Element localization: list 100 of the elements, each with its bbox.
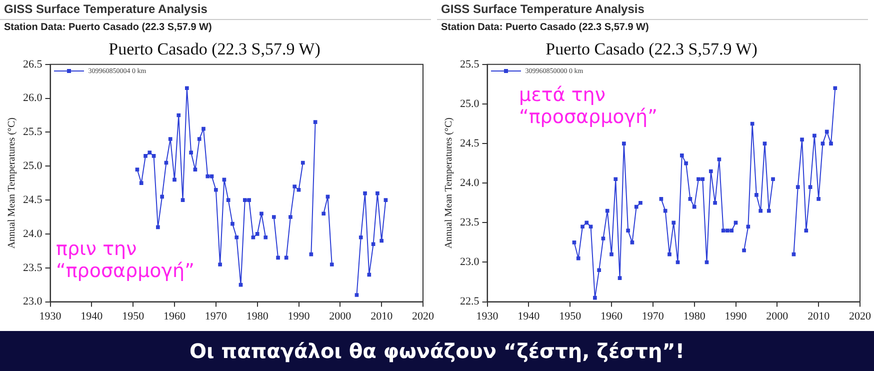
annotation: μετά την “προσαρμογή” [519,84,658,128]
point [812,134,816,138]
point [255,232,260,236]
point [630,240,634,244]
point [139,181,144,186]
point [152,154,156,158]
point [742,248,746,252]
x-tick-label: 1930 [39,310,62,322]
point [242,198,247,202]
point [829,142,833,146]
point [808,185,812,189]
point [688,197,692,201]
point [597,268,601,272]
point [313,120,318,124]
x-tick-label: 1990 [724,310,748,322]
point [380,238,384,243]
point [264,235,268,240]
x-tick-label: 1940 [518,310,540,322]
point [148,150,152,154]
point [172,178,176,182]
x-tick-label: 1960 [164,310,186,322]
x-tick-label: 2020 [412,310,434,322]
x-tick-label: 1990 [288,310,310,322]
point [180,198,185,202]
point [692,204,696,209]
x-tick-label: 1980 [683,310,706,322]
point [800,138,804,142]
y-tick-label: 26.5 [23,58,43,70]
point [824,130,829,134]
point [260,212,264,216]
y-tick-label: 24.5 [460,137,480,150]
point [618,276,622,280]
chart-subtitle: Station Data: Puerto Casado (22.3 S,57.9 W) [4,22,212,33]
y-axis-title: Annual Mean Temperatures (°C) [6,118,18,249]
point [135,168,140,172]
point [614,177,618,182]
x-tick-label: 1970 [204,310,228,322]
x-tick-label: 1950 [559,310,582,322]
point [363,191,367,196]
point [680,153,684,158]
point [193,168,198,172]
y-tick-label: 23.5 [460,216,480,229]
point [746,224,750,229]
point [371,242,376,246]
point [276,256,280,260]
x-tick-label: 2020 [849,310,872,322]
point [584,220,589,225]
x-tick-label: 1960 [600,310,623,322]
point [754,193,758,197]
point [206,174,210,178]
annotation: πριν την “προσαρμογή” [56,238,196,282]
point [214,188,218,192]
point [804,228,808,232]
point [593,296,597,300]
y-tick-label: 24.0 [23,228,43,240]
point [234,235,239,240]
point [659,197,664,201]
point [833,86,838,90]
text: GISS Surface Temperature Analysis [4,2,208,16]
y-tick-label: 24.5 [23,194,43,206]
point [226,198,230,202]
text: GISS Surface Temperature Analysis [441,2,644,16]
point [367,272,372,277]
point [588,224,593,229]
y-tick-label: 25.0 [460,98,480,110]
point [766,208,771,213]
point [605,208,610,213]
x-tick-label: 2000 [329,310,352,322]
chart-subtitle: Station Data: Puerto Casado (22.3 S,57.9 W) [441,22,649,33]
point [300,160,305,165]
point [322,212,326,216]
point [251,235,256,240]
point [622,142,626,146]
x-tick-label: 1970 [642,310,664,322]
point [684,161,688,166]
point [726,228,730,232]
point [796,185,800,189]
point [358,235,363,240]
point [572,240,576,244]
point [288,215,292,219]
chart-title: Puerto Casado (22.3 S,57.9 W) [546,40,758,59]
text: Οι παπαγάλοι θα φωνάζουν “ζέστη, ζέστη”! [190,339,684,363]
x-tick-label: 1940 [80,310,104,322]
point [663,208,668,213]
point [247,198,251,202]
x-tick-label: 2010 [370,310,394,322]
point [168,137,172,141]
point [197,137,202,141]
y-tick-label: 23.0 [23,296,43,308]
y-tick-label: 23.5 [23,262,43,274]
y-tick-label: 25.5 [23,126,43,138]
point [156,225,160,230]
point [576,256,580,260]
point [230,222,234,226]
point [185,86,189,90]
point [696,177,700,182]
point [816,197,820,201]
point [717,157,722,162]
point [601,236,606,240]
chart-title: Puerto Casado (22.3 S,57.9 W) [108,40,320,59]
